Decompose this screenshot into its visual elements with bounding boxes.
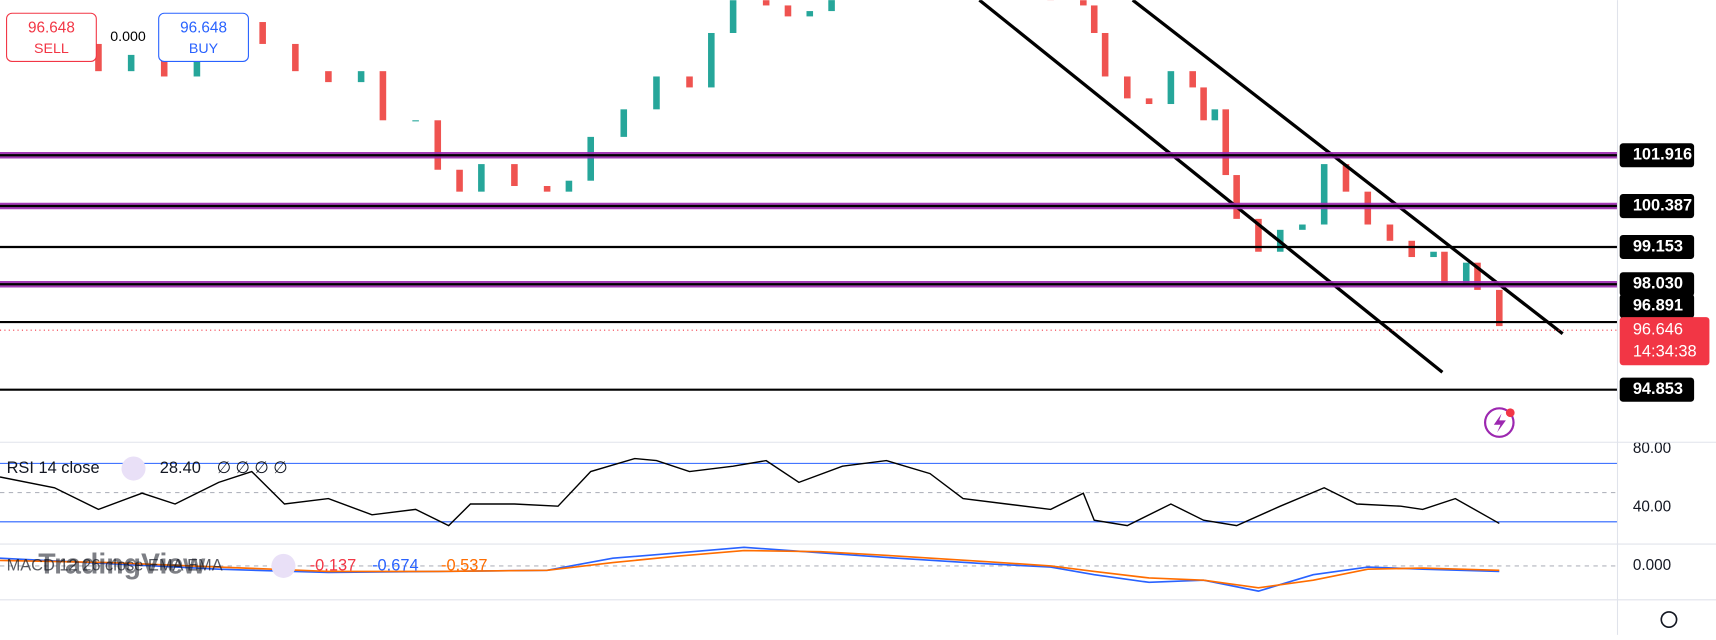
level-label: 100.387 xyxy=(1633,196,1692,214)
candle xyxy=(1387,225,1394,241)
level-label: 101.916 xyxy=(1633,146,1692,164)
candle xyxy=(686,76,693,87)
candle xyxy=(1408,241,1415,257)
candle xyxy=(511,164,518,186)
candle xyxy=(456,170,463,192)
candle xyxy=(653,76,660,109)
candle xyxy=(1212,109,1219,120)
candle xyxy=(1321,164,1328,224)
current-price-label: 96.646 xyxy=(1633,321,1683,339)
level-label: 94.853 xyxy=(1633,380,1683,398)
candle xyxy=(1124,76,1131,98)
candle xyxy=(1168,71,1175,104)
candle xyxy=(708,33,715,87)
candle xyxy=(785,5,792,16)
buy-label: BUY xyxy=(189,41,219,57)
candle xyxy=(478,164,485,192)
candle xyxy=(620,109,627,137)
alert-dot xyxy=(1506,408,1515,417)
candle xyxy=(1091,5,1098,33)
candle xyxy=(358,71,365,82)
rsi-value: 28.40 xyxy=(160,459,201,477)
spread: 0.000 xyxy=(110,29,146,45)
candle xyxy=(806,11,813,16)
rsi-title: RSI 14 close xyxy=(7,459,100,477)
candle xyxy=(544,186,551,192)
candle xyxy=(1222,109,1229,175)
candle xyxy=(259,22,266,44)
candle xyxy=(587,137,594,181)
buy-price: 96.648 xyxy=(180,20,227,37)
candle xyxy=(566,181,573,192)
candle xyxy=(1496,290,1503,326)
rsi-tick-label: 40.00 xyxy=(1633,498,1671,515)
candle xyxy=(828,0,835,11)
candle xyxy=(1146,98,1153,104)
level-label: 96.891 xyxy=(1633,296,1683,314)
candle xyxy=(763,0,770,5)
level-label: 98.030 xyxy=(1633,275,1683,293)
candle xyxy=(1233,175,1240,219)
candle xyxy=(1080,0,1087,5)
macd-title: MACD 12 26 close EMA EMA xyxy=(7,556,223,574)
candle xyxy=(325,71,332,82)
signal-value: -0.537 xyxy=(441,556,488,574)
sell-price: 96.648 xyxy=(28,20,75,37)
macd-hist-value: -0.137 xyxy=(310,556,357,574)
candle xyxy=(128,55,135,71)
settings-icon[interactable] xyxy=(271,554,295,578)
candle xyxy=(1430,252,1437,257)
candle xyxy=(730,0,737,33)
candle xyxy=(412,120,419,121)
candle xyxy=(1102,33,1109,76)
macd-tick-label: 0.000 xyxy=(1633,557,1671,574)
candle xyxy=(1441,252,1448,285)
sell-label: SELL xyxy=(34,41,69,57)
rsi-extra: ∅ ∅ ∅ ∅ xyxy=(217,459,288,477)
candle xyxy=(1189,71,1196,87)
candle xyxy=(1200,87,1207,120)
candle xyxy=(434,120,441,169)
level-label: 99.153 xyxy=(1633,237,1683,255)
settings-icon[interactable] xyxy=(121,456,145,480)
candle xyxy=(380,71,387,120)
countdown: 14:34:38 xyxy=(1633,342,1697,360)
macd-value: -0.674 xyxy=(372,556,419,574)
candle xyxy=(292,44,299,71)
candle xyxy=(1299,225,1306,230)
